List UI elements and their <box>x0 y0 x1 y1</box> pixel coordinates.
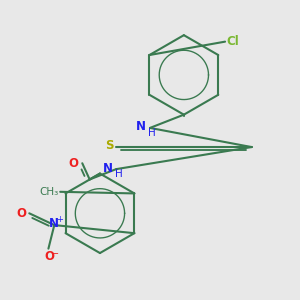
Text: O: O <box>16 207 26 220</box>
Text: O: O <box>44 250 54 263</box>
Text: H: H <box>115 169 123 179</box>
Text: N: N <box>49 217 59 230</box>
Text: Cl: Cl <box>226 35 239 48</box>
Text: N: N <box>103 162 112 175</box>
Text: CH₃: CH₃ <box>40 187 59 197</box>
Text: −: − <box>51 249 59 259</box>
Text: O: O <box>69 157 79 170</box>
Text: S: S <box>105 139 113 152</box>
Text: +: + <box>56 215 63 224</box>
Text: N: N <box>136 120 146 133</box>
Text: H: H <box>148 128 156 138</box>
